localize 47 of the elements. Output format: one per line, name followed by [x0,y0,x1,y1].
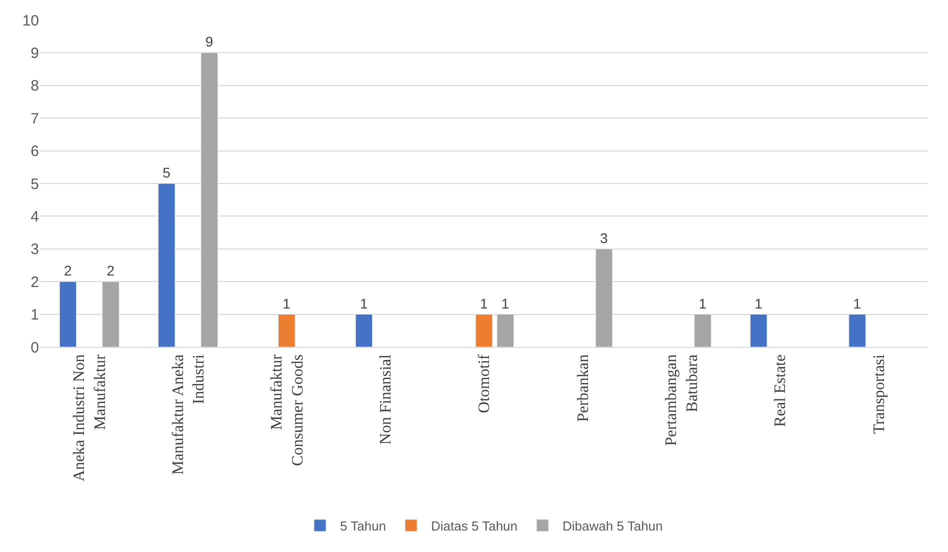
y-tick-label: 0 [30,339,39,356]
bar [475,314,493,347]
x-tick-label: Transportasi [870,354,888,434]
data-label: 1 [480,295,488,312]
data-label: 3 [600,230,608,246]
bar [200,52,218,347]
data-label: 1 [282,295,291,312]
bar [694,314,712,347]
bar [496,314,514,347]
data-label: 1 [360,295,368,312]
y-tick-label: 2 [30,274,39,291]
y-tick-label: 6 [30,143,39,160]
bar [595,248,613,347]
bar [59,281,77,347]
bar [158,183,176,347]
y-tick-label: 10 [22,12,39,30]
x-tick-label: Pertambangan Batubara [663,354,701,446]
x-tick-label: Manufaktur Consumer Goods [268,354,306,466]
x-tick-label: Perbankan [574,354,592,422]
legend-label: 5 Tahun [340,518,386,534]
x-tick-label: Manufaktur Aneka Industri [170,354,208,475]
legend-label: Dibawah 5 Tahun [562,518,663,534]
legend-label: Diatas 5 Tahun [431,518,518,534]
data-label: 2 [106,262,115,279]
bar [355,314,373,347]
bar [848,314,866,347]
data-label: 1 [698,295,707,312]
bar [102,281,120,347]
bar [278,314,296,347]
y-tick-label: 7 [30,110,39,128]
x-tick-label: Real Estate [772,354,790,427]
y-tick-label: 9 [30,44,39,62]
data-label: 1 [853,295,862,312]
data-label: 2 [64,262,72,279]
x-tick-label: Aneka Industri Non Manufaktur [71,354,109,482]
y-tick-label: 3 [30,241,39,258]
x-tick-label: Otomotif [476,354,494,414]
y-tick-label: 1 [30,306,39,324]
y-tick-label: 8 [30,78,39,95]
data-label: 5 [162,164,171,180]
data-label: 1 [501,295,510,312]
data-label: 9 [205,34,214,50]
y-tick-label: 5 [30,176,39,193]
data-label: 1 [754,295,763,312]
bar [750,314,768,347]
y-tick-label: 4 [30,208,39,226]
x-tick-label: Non Finansial [378,354,395,445]
